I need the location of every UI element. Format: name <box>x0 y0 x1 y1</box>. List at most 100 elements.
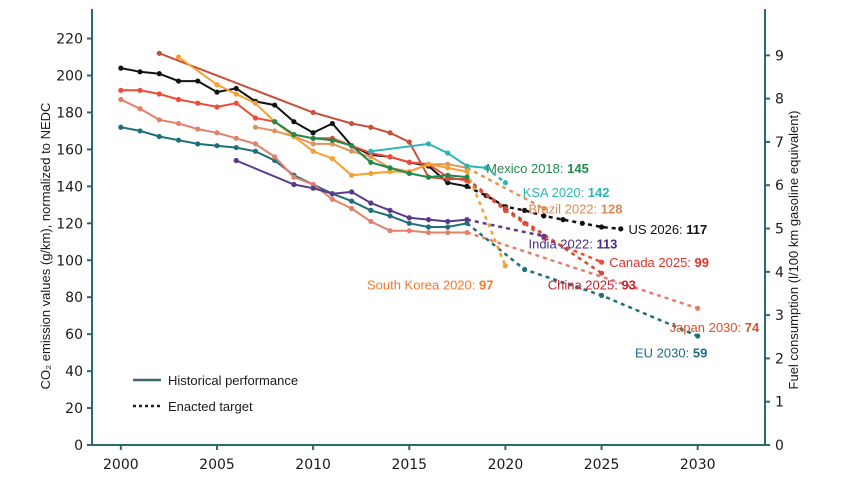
annotation-india: India 2022: 113 <box>528 237 617 252</box>
data-point-mexico <box>425 174 432 180</box>
series-china <box>156 50 605 276</box>
data-point-china <box>310 109 316 116</box>
target-point-us <box>560 217 566 223</box>
y-right-tick-label: 4 <box>775 265 784 281</box>
data-point-eu <box>175 137 182 143</box>
x-tick-label: 2000 <box>103 457 139 473</box>
y-tick-label: 40 <box>65 364 83 380</box>
data-point-canada <box>195 100 201 106</box>
data-point-mexico <box>329 137 335 143</box>
data-point-canada <box>387 154 393 160</box>
data-point-us <box>445 180 451 186</box>
target-point-us <box>598 224 605 230</box>
series-south-korea <box>175 54 509 269</box>
data-point-india <box>329 191 335 197</box>
data-point-us <box>291 119 297 125</box>
y-right-tick-label: 6 <box>775 178 784 194</box>
data-point-us <box>272 102 278 108</box>
data-point-eu <box>348 198 355 204</box>
target-line-japan <box>466 231 699 310</box>
data-point-us <box>156 71 162 77</box>
data-point-eu <box>464 220 470 226</box>
data-point-japan <box>137 106 143 112</box>
series-japan <box>118 96 701 311</box>
x-tick-label: 2030 <box>680 457 716 473</box>
y-right-tick-label: 3 <box>775 308 784 324</box>
series-india <box>233 157 547 239</box>
data-point-mexico <box>406 170 412 177</box>
data-point-japan <box>272 154 278 160</box>
data-point-india <box>387 207 393 213</box>
data-point-south-korea <box>387 168 393 175</box>
data-point-us <box>329 120 335 127</box>
annotation-ksa: KSA 2020: 142 <box>523 185 610 200</box>
target-point-china <box>598 270 605 276</box>
target-point-india <box>541 233 547 239</box>
data-point-india <box>368 200 374 206</box>
data-point-canada <box>233 100 239 106</box>
annotation-mexico: Mexico 2018: 145 <box>486 161 589 176</box>
x-tick-label: 2020 <box>488 457 524 473</box>
data-point-india <box>291 181 297 188</box>
data-point-canada <box>175 96 182 103</box>
y-tick-label: 100 <box>56 253 83 269</box>
x-tick-label: 2005 <box>199 457 235 473</box>
annotation-japan: Japan 2030: 74 <box>670 320 760 335</box>
target-point-us <box>579 220 585 226</box>
data-point-brazil <box>445 161 451 167</box>
data-point-china <box>445 176 451 182</box>
data-point-eu <box>156 133 162 140</box>
data-point-china <box>348 120 355 127</box>
data-point-mexico <box>348 143 355 149</box>
data-point-brazil <box>368 154 374 160</box>
label-layer: US 2026: 117 EU 2030: 59 Japan 2030: 74 Can… <box>367 161 760 361</box>
data-point-south-korea <box>252 100 259 106</box>
data-point-ksa <box>368 148 374 154</box>
data-point-india <box>445 218 451 225</box>
data-point-eu <box>445 224 451 230</box>
data-point-mexico <box>368 159 374 165</box>
y-tick-label: 0 <box>74 438 83 454</box>
y-right-tick-label: 1 <box>775 395 784 411</box>
y-tick-label: 180 <box>56 105 83 121</box>
target-line-brazil <box>466 166 545 210</box>
data-point-south-korea <box>214 82 220 88</box>
x-tick-label: 2015 <box>391 457 427 473</box>
data-point-japan <box>214 130 220 136</box>
data-point-india <box>310 185 316 191</box>
data-point-ksa <box>483 165 489 171</box>
historical-line-china <box>158 52 467 180</box>
data-point-canada <box>137 87 143 93</box>
data-point-japan <box>387 228 393 234</box>
data-point-us <box>233 85 239 92</box>
y-tick-label: 200 <box>56 69 83 85</box>
target-point-china <box>502 205 509 212</box>
series-ksa <box>368 141 509 186</box>
data-point-brazil <box>329 141 335 147</box>
data-point-japan <box>464 229 470 236</box>
data-point-mexico <box>272 119 278 125</box>
data-point-india <box>464 217 470 223</box>
y-right-tick-label: 7 <box>775 135 784 151</box>
target-line-south-korea <box>465 171 507 267</box>
annotation-eu: EU 2030: 59 <box>635 346 707 361</box>
data-point-canada <box>214 104 220 110</box>
data-point-japan <box>329 196 335 202</box>
y-tick-label: 60 <box>65 327 83 343</box>
data-point-japan <box>348 205 355 212</box>
data-point-mexico <box>464 174 470 180</box>
data-point-japan <box>195 126 201 132</box>
data-point-south-korea <box>464 168 470 175</box>
data-point-brazil <box>272 128 278 134</box>
annotation-south-korea: South Korea 2020: 97 <box>367 277 494 292</box>
data-point-japan <box>406 228 412 234</box>
x-tick-label: 2025 <box>584 457 620 473</box>
series-mexico <box>272 119 470 180</box>
data-point-japan <box>252 141 259 147</box>
data-point-eu <box>118 124 124 130</box>
annotation-canada: Canada 2025: 99 <box>609 255 709 270</box>
data-point-canada <box>156 91 162 97</box>
target-point-japan <box>695 305 701 311</box>
target-line-canada <box>466 179 603 264</box>
data-point-eu <box>387 213 393 219</box>
